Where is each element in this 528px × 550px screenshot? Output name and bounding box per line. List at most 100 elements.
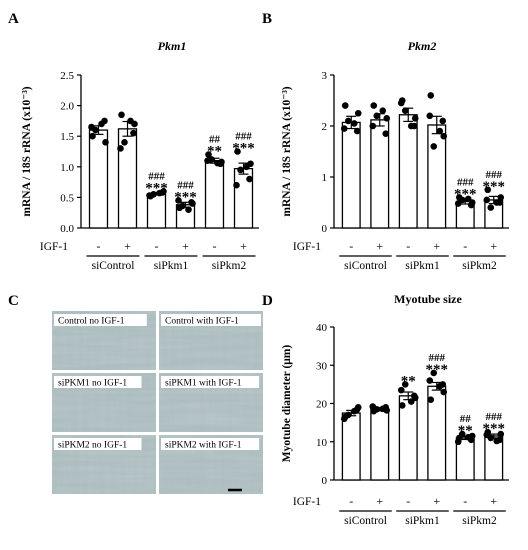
pkm2-significance-hashes: ### (486, 169, 503, 181)
pkm1-y-tick-label: 1.0 (60, 162, 74, 174)
myotube-y-tick-label: 30 (316, 360, 328, 372)
pkm1-data-point (118, 111, 125, 119)
myotube-significance-hashes: ## (460, 413, 472, 425)
pkm1-y-tick-label: 0.5 (60, 192, 74, 204)
pkm1-data-point (233, 181, 240, 189)
pkm2-data-point (407, 122, 415, 130)
pkm2-data-point (369, 122, 377, 130)
myotube-igf1-sign: + (490, 494, 497, 508)
myotube-significance-stars: *** (426, 362, 449, 378)
pkm1-y-tick-label: 2.5 (60, 70, 74, 82)
myotube-data-point (436, 382, 444, 390)
pkm2-data-point (439, 117, 447, 125)
pkm2-data-point (430, 143, 438, 150)
pkm2-igf1-sign: + (490, 239, 497, 253)
myotube-igf1-sign: - (349, 494, 353, 508)
pkm1-data-point (156, 189, 163, 197)
pkm2-data-point (353, 127, 361, 135)
pkm2-igf1-sign: - (349, 239, 353, 253)
pkm2-bar (398, 114, 418, 229)
myotube-group-label: siPkm1 (405, 515, 440, 527)
pkm2-igf1-sign: - (406, 239, 410, 253)
pkm2-data-point (341, 102, 349, 109)
myotube-data-point (401, 381, 409, 388)
pkm2-significance-stars: *** (483, 179, 506, 195)
pkm2-data-point (497, 194, 505, 201)
micrograph-grid: Control no IGF-1 Control with IGF-1 siPKM1… (52, 311, 263, 494)
pkm1-data-point (98, 120, 105, 128)
myotube-y-tick-label: 10 (316, 437, 328, 449)
pkm1-title: Pkm1 (158, 39, 187, 53)
pkm1-significance-stars: *** (145, 180, 168, 196)
pkm2-data-point (373, 112, 381, 120)
pkm1-igf1-sign: + (182, 239, 189, 253)
myotube-igf1-sign: - (463, 494, 467, 508)
pkm1-data-point (237, 166, 244, 174)
chart-myotube: Myotube size Myotube diameter (μm) 0 10 20 30… (281, 292, 509, 527)
myotube-group-label: siPkm2 (462, 515, 497, 527)
pkm1-data-point (130, 129, 137, 137)
pkm2-significance-hashes: ### (457, 176, 474, 188)
micrograph-label-box (54, 438, 142, 450)
pkm1-significance-hashes: ### (177, 179, 194, 191)
pkm1-igf1-sign: + (124, 239, 131, 253)
myotube-igf1-sign: - (406, 494, 410, 508)
myotube-y-axis-label: Myotube diameter (μm) (281, 345, 293, 463)
myotube-group-label: siControl (344, 515, 387, 527)
pkm2-y-tick-label: 3 (322, 70, 328, 82)
myotube-data-point (454, 438, 462, 446)
pkm2-data-point (401, 107, 409, 114)
myotube-bar (341, 412, 361, 481)
pkm1-significance-hashes: ### (235, 131, 252, 143)
pkm2-igf1-sign: + (433, 239, 440, 253)
pkm1-data-point (146, 192, 153, 199)
pkm2-data-point (411, 115, 419, 122)
pkm1-data-point (88, 123, 95, 131)
pkm2-y-tick-label: 1 (322, 172, 328, 184)
myotube-data-point (379, 405, 387, 413)
micrograph-label: siPKM1 no IGF-1 (58, 379, 127, 389)
myotube-bar (370, 408, 390, 481)
micrograph-label-box (161, 314, 261, 326)
pkm1-data-point (246, 175, 253, 183)
pkm2-data-point (464, 195, 472, 203)
pkm1-group-label: siPkm2 (212, 260, 247, 272)
myotube-data-point (340, 415, 348, 423)
myotube-data-point (350, 407, 358, 415)
pkm2-data-point (379, 107, 387, 114)
pkm2-data-point (344, 117, 352, 125)
pkm1-group-label: siControl (92, 260, 135, 272)
pkm1-data-point (127, 117, 134, 125)
pkm2-significance-stars: *** (454, 186, 477, 202)
myotube-data-point (497, 430, 505, 438)
pkm1-group-label: siPkm1 (154, 260, 189, 272)
myotube-data-point (369, 403, 377, 410)
pkm1-data-point (205, 151, 212, 158)
pkm1-data-point (243, 163, 250, 171)
pkm1-data-point (204, 157, 211, 164)
pkm2-bar (341, 121, 361, 229)
pkm2-data-point (397, 99, 405, 107)
pkm2-igf1-sign: + (376, 239, 383, 253)
myotube-significance-hashes: ### (429, 352, 446, 364)
pkm1-igf1-row-label: IGF-1 (40, 241, 68, 253)
micrograph-label: siPKM2 no IGF-1 (58, 441, 127, 451)
pkm1-significance-hashes: ### (148, 170, 165, 182)
pkm1-bar (117, 128, 138, 229)
pkm2-data-point (350, 120, 358, 127)
pkm2-data-point (354, 109, 362, 117)
myotube-data-point (407, 398, 415, 405)
pkm2-data-point (493, 199, 501, 206)
pkm1-data-point (121, 139, 128, 146)
pkm1-igf1-sign: - (97, 239, 101, 253)
pkm2-group-label: siPkm2 (462, 260, 497, 272)
pkm1-data-point (189, 200, 196, 207)
pkm2-group-label: siPkm1 (405, 260, 440, 272)
myotube-data-point (440, 388, 448, 396)
pkm2-data-point (436, 127, 444, 135)
pkm2-title: Pkm2 (408, 39, 437, 53)
pkm1-significance-hashes: ## (209, 134, 221, 146)
pkm1-y-tick-label: 2.0 (60, 101, 74, 113)
micrograph-label-box (161, 376, 260, 388)
